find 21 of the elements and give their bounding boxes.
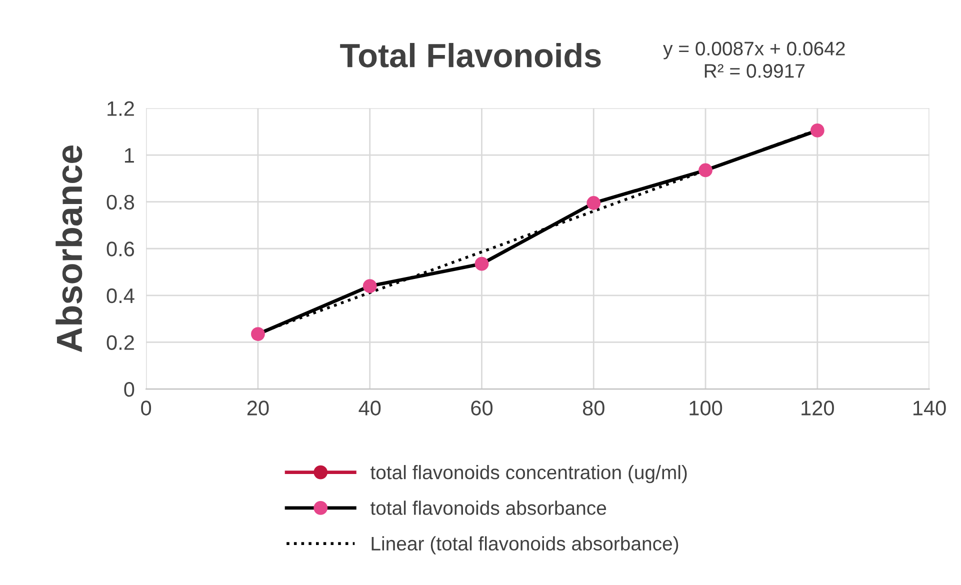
y-tick-label: 0.2 — [106, 335, 134, 350]
y-tick-label: 0.4 — [106, 288, 134, 304]
y-tick-label: 0.6 — [106, 242, 134, 256]
x-tick-label: 60 — [471, 400, 493, 416]
legend-label: Linear (total flavonoids absorbance) — [372, 536, 678, 554]
x-tick-label: 120 — [802, 400, 834, 416]
text: y = 0.0087x + 0.0642 R² = 0.9917 — [663, 42, 845, 78]
legend-label: total flavonoids absorbance — [370, 500, 606, 515]
x-tick-label: 140 — [914, 400, 946, 416]
x-tick-label: 40 — [358, 400, 381, 416]
x-tick-label: 100 — [690, 400, 722, 416]
y-tick-label: 1 — [124, 148, 134, 163]
y-tick-label: 1.2 — [108, 101, 134, 116]
x-tick-label: 20 — [247, 400, 269, 416]
x-tick-label: 80 — [582, 400, 604, 416]
x-tick-label: 0 — [141, 400, 152, 416]
y-axis-title: Absorbance — [56, 146, 82, 352]
legend-label: total flavonoids concentration (ug/ml) — [370, 465, 687, 484]
chart-title: Total Flavonoids — [340, 42, 601, 68]
y-tick-label: 0 — [124, 382, 134, 397]
y-tick-label: 0.8 — [106, 194, 134, 210]
